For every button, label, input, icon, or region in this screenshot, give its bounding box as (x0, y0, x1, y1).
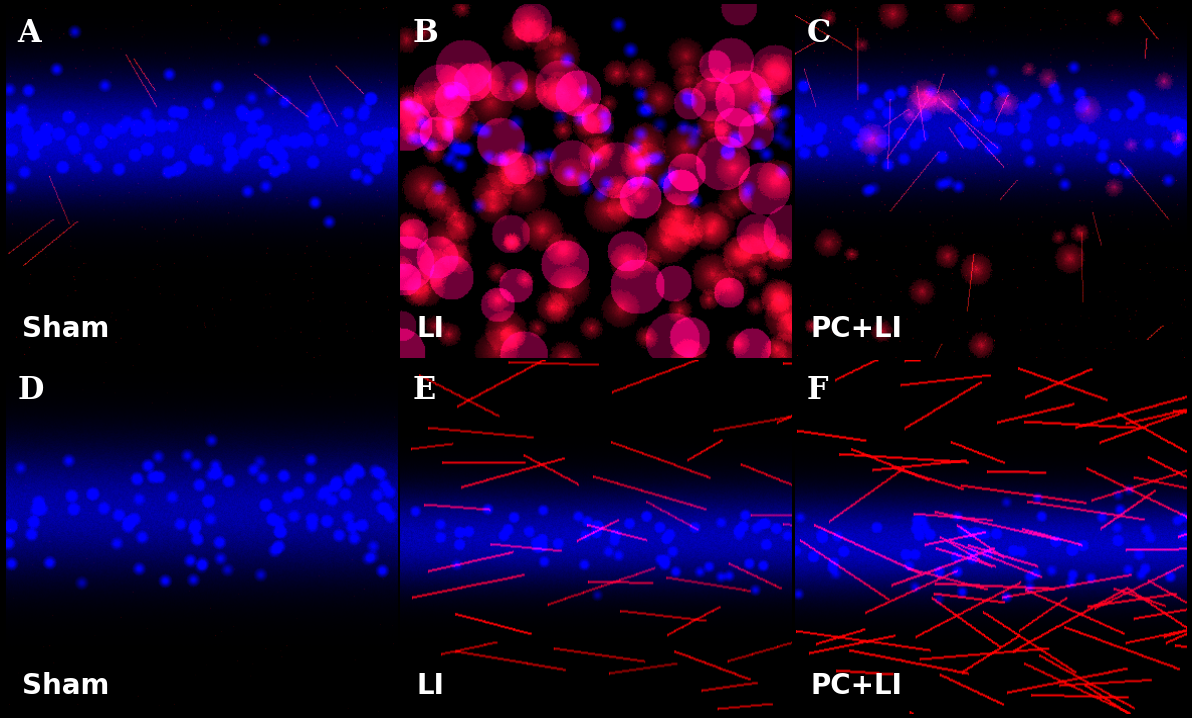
Text: PC+LI: PC+LI (811, 672, 902, 700)
Text: F: F (807, 375, 828, 406)
Text: LI: LI (416, 672, 443, 700)
Text: A: A (18, 18, 42, 49)
Text: D: D (18, 375, 44, 406)
Text: Sham: Sham (21, 672, 108, 700)
Text: B: B (412, 18, 437, 49)
Text: E: E (412, 375, 435, 406)
Text: C: C (807, 18, 831, 49)
Text: LI: LI (416, 315, 443, 343)
Text: Sham: Sham (21, 315, 108, 343)
Text: PC+LI: PC+LI (811, 315, 902, 343)
